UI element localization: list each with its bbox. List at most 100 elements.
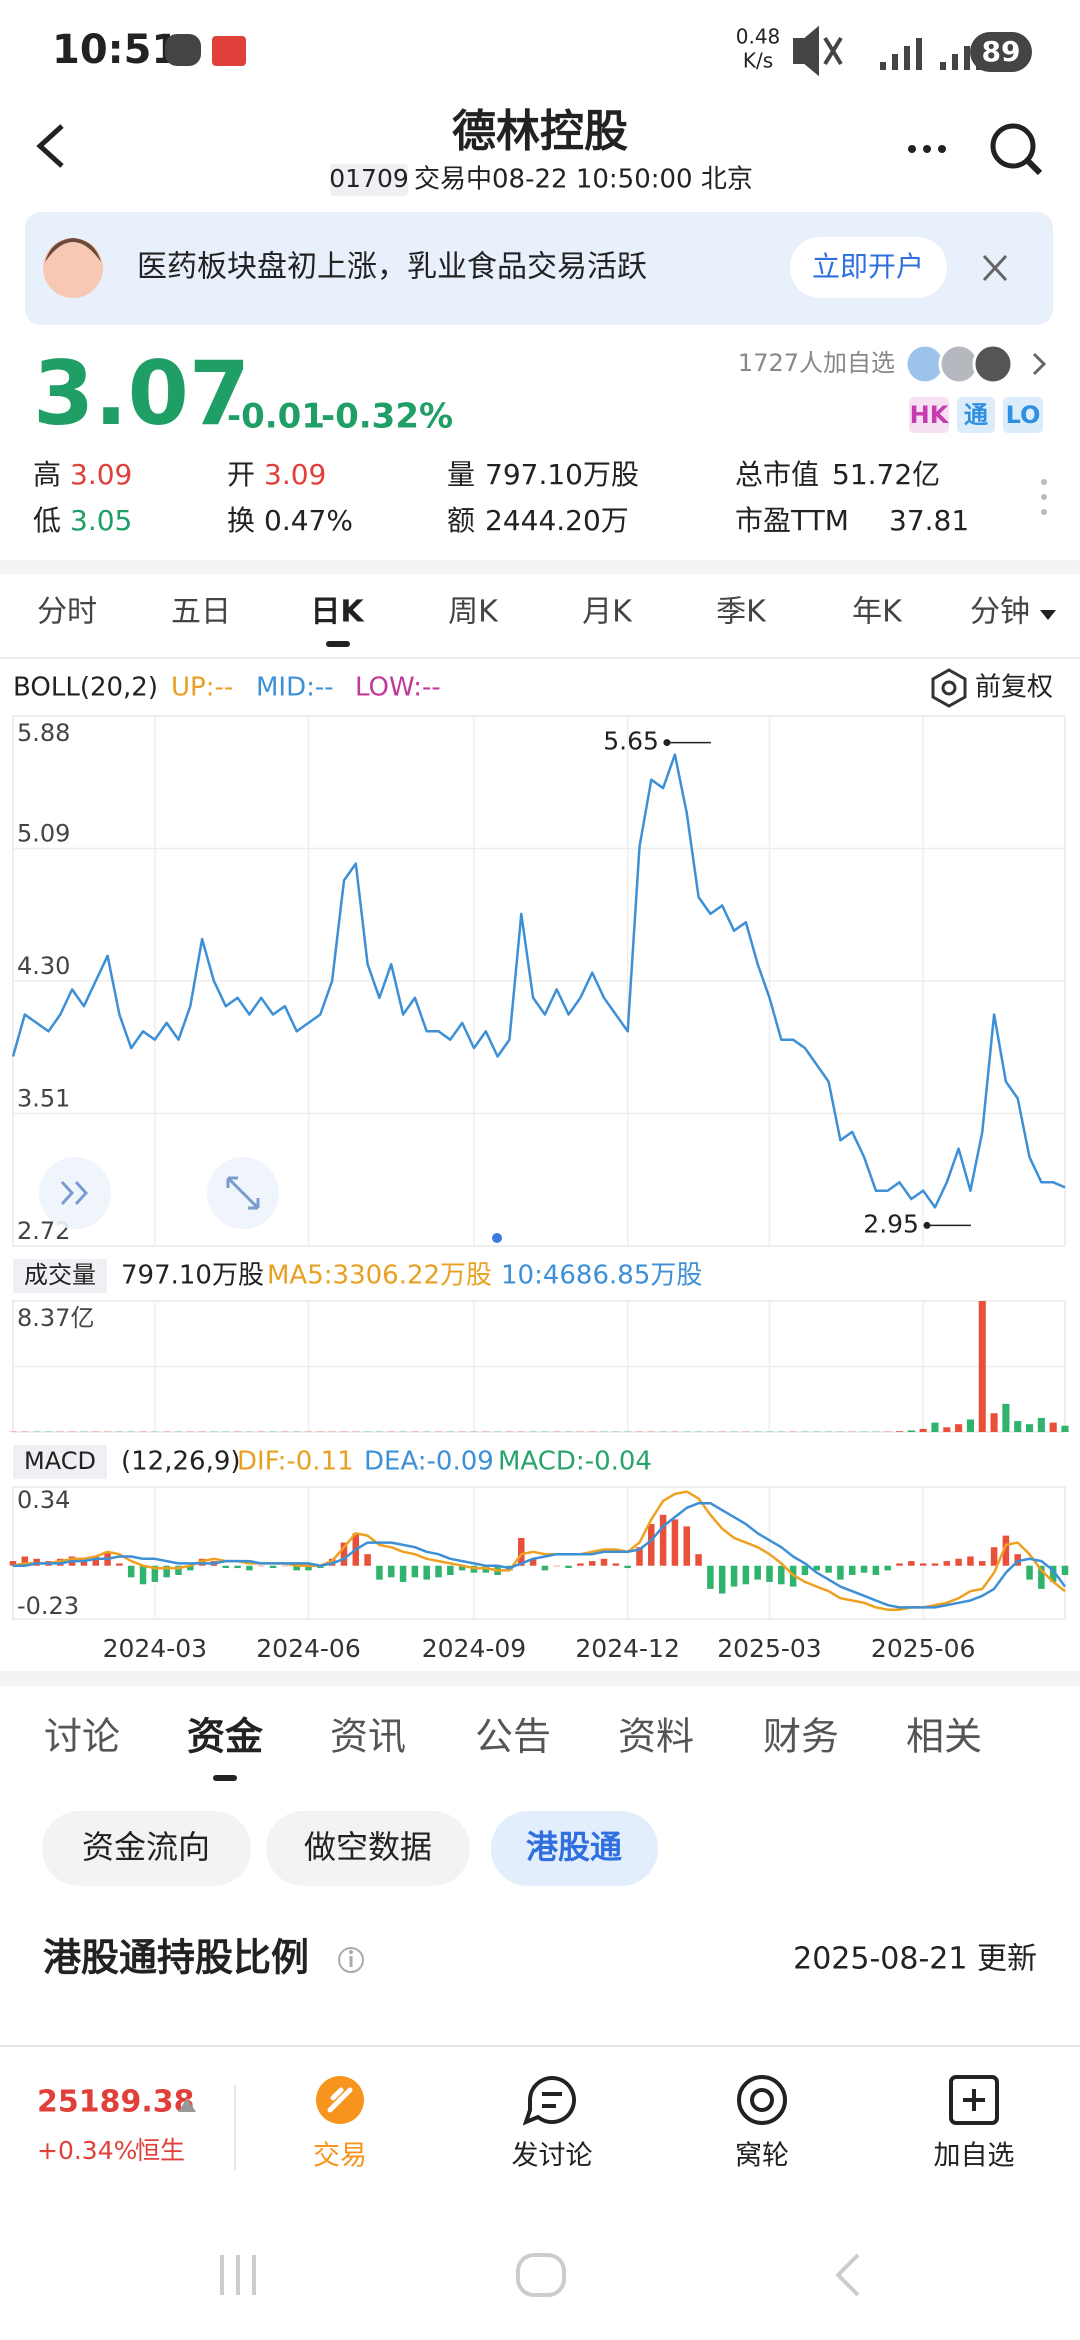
volume-bar [990,1413,998,1432]
annotation-dot [923,1221,931,1229]
badge-text: LO [1006,401,1041,429]
macd-bar [305,1565,312,1571]
stock-name: 德林控股 [452,106,628,157]
banner[interactable] [25,212,1053,325]
info-tab[interactable]: 资料 [618,1715,694,1759]
macd-bar [447,1565,454,1575]
info-tab[interactable]: 讨论 [44,1715,120,1759]
macd-bar [718,1565,726,1594]
period-tab[interactable]: 周K [448,595,499,630]
badge-text: 通 [964,401,988,429]
info-tab[interactable]: 资金 [187,1715,264,1759]
info-tab[interactable]: 财务 [763,1715,839,1759]
period-tab[interactable]: 年K [852,595,903,630]
dea-line [13,1501,1067,1609]
adjust-icon[interactable] [931,668,967,708]
y-tick-label: -0.23 [17,1592,79,1620]
tab-underline [326,641,350,647]
warrant-icon[interactable] [737,2075,787,2125]
y-tick-label: 0.34 [17,1486,70,1514]
more-button[interactable] [908,145,946,153]
info-icon[interactable] [338,1947,364,1973]
macd-bar [364,1554,371,1566]
open-account-label: 立即开户 [812,250,924,283]
scroll-button[interactable] [39,1157,111,1229]
macd-bar [825,1565,832,1573]
macd-bar [848,1565,856,1575]
stat-label: 换 [227,504,255,537]
volume-ma10: 10:4686.85万股 [501,1261,702,1291]
macd-bar [990,1547,998,1566]
volume-label: 成交量 [24,1261,96,1289]
period-tab[interactable]: 日K [310,595,365,630]
bottom-bar [0,2046,1080,2340]
macd-bar [222,1565,230,1569]
x-tick-label: 2025-03 [717,1634,821,1663]
nav-label: 加自选 [934,2141,1015,2172]
macd-bar [577,1563,584,1566]
separator [0,560,1080,574]
period-tab[interactable]: 分时 [37,595,97,630]
stats-more[interactable] [1041,479,1047,515]
stat-label: 高 [33,458,61,491]
macd-bar [801,1565,809,1575]
follower-avatar [938,343,980,385]
volume-summary: 797.10万股 [121,1261,264,1291]
stat-label: 量 [447,458,475,491]
info-tab[interactable]: 公告 [475,1715,551,1759]
macd-bar [695,1554,702,1566]
code-box [330,164,408,196]
sub-tab[interactable] [266,1811,470,1886]
dif-label: DIF:-0.11 [237,1447,354,1477]
macd-bar [979,1561,986,1566]
x-tick-label: 2025-06 [871,1634,975,1663]
info-tab[interactable]: 相关 [906,1715,982,1759]
scroll-icon [60,1180,89,1206]
macd-bar [423,1565,430,1580]
macd-bar [955,1558,962,1566]
period-tab[interactable]: 月K [582,595,633,630]
macd-bar [742,1565,750,1585]
macd-bar [624,1565,631,1569]
recents-button[interactable] [220,2255,256,2295]
volume-bar [1002,1403,1010,1432]
banner-close[interactable] [982,254,1008,282]
info-tab[interactable]: 资讯 [330,1715,406,1759]
app-icon [212,36,246,66]
volume-bar [1025,1424,1034,1432]
macd-bar [919,1563,927,1566]
macd-bar [387,1565,395,1578]
macd-bar [588,1561,596,1566]
add-watch-icon[interactable] [949,2075,999,2125]
trade-status: 交易中08-22 10:50:00 北京 [414,165,753,195]
sub-tab-selected[interactable] [491,1811,658,1886]
stat-value: 3.09 [70,458,132,491]
period-tab[interactable]: 分钟 [970,595,1030,630]
period-tab[interactable]: 季K [716,595,767,630]
back-nav-button[interactable] [835,2253,860,2297]
period-tab[interactable]: 五日 [171,595,231,630]
macd-bar [1061,1565,1069,1575]
info-tabs: 讨论 资金 资讯 公告 资料 财务 相关 [44,1715,982,1759]
volume-bar [907,1430,915,1432]
volume-bar [943,1427,951,1432]
boll-up: UP:-- [171,673,233,703]
open-account-button[interactable] [790,237,947,298]
search-button[interactable] [990,123,1043,176]
home-button[interactable] [516,2253,566,2297]
back-button[interactable] [36,124,64,168]
volume-bar [931,1422,939,1432]
macd-bar [860,1565,868,1573]
followers-arrow[interactable] [1032,352,1047,376]
volume-bar [1014,1421,1022,1432]
volume-bar [1037,1417,1045,1432]
discuss-icon[interactable] [522,2076,576,2126]
updated-date: 2025-08-21 更新 [793,1942,1037,1977]
banner-text: 医药板块盘初上涨，乳业食品交易活跃 [137,250,647,285]
dropdown-arrow[interactable] [1040,610,1056,620]
adjust-label[interactable]: 前复权 [975,673,1053,703]
macd-bar [908,1561,915,1566]
sub-tab[interactable] [42,1811,251,1886]
stat-label: 市盈TTM [735,504,849,537]
